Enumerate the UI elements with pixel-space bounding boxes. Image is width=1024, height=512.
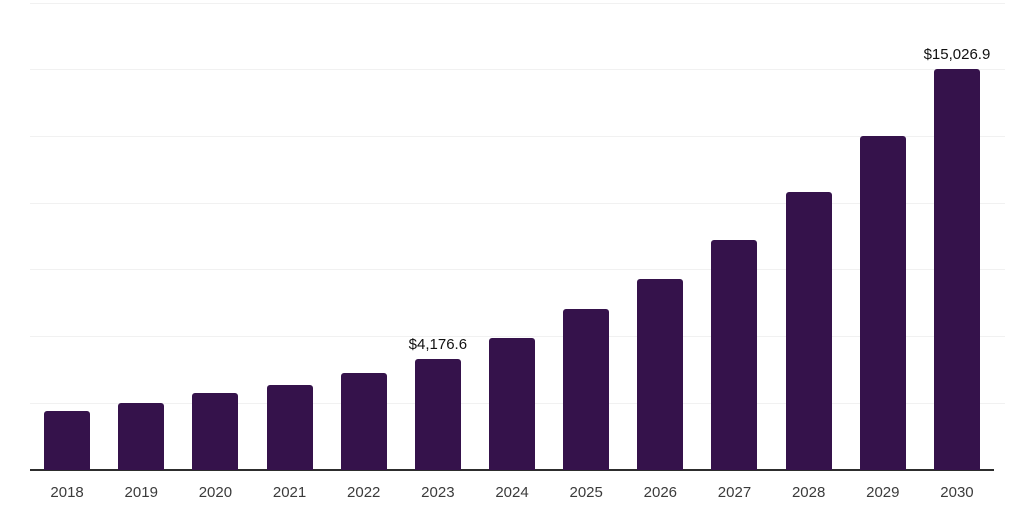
x-tick-label: 2019: [124, 484, 158, 501]
bar-column: [846, 3, 920, 470]
bar-chart: $4,176.6 $15,026.9 2018 2019 2020 2021 2022 20…: [30, 2, 1005, 512]
bar-column: [772, 3, 846, 470]
x-tick-label: 2020: [198, 484, 233, 501]
gridline: [30, 2, 1005, 4]
bar-2019: [118, 403, 165, 470]
x-tick-label: 2018: [50, 484, 84, 501]
bar-2030: [933, 69, 980, 470]
bar-column: [327, 3, 401, 470]
bar-2021: [266, 385, 313, 470]
bar-column: [475, 3, 549, 470]
gridline: [30, 269, 1005, 271]
bar-2029: [859, 135, 906, 470]
gridline: [30, 202, 1005, 204]
x-tick-label: 2021: [272, 484, 307, 501]
gridline: [30, 135, 1005, 137]
plot-area: $4,176.6 $15,026.9: [30, 2, 1005, 471]
bar-column: [623, 3, 697, 470]
x-axis-line: [30, 469, 994, 471]
x-tick-label: 2027: [717, 484, 752, 501]
bar-2025: [563, 309, 610, 470]
x-axis-labels: 2018 2019 2020 2021 2022 2023 2024 2025 2026 2027…: [30, 474, 994, 501]
gridline: [30, 336, 1005, 338]
bar-column: [697, 3, 771, 470]
bar-2024: [489, 337, 536, 470]
x-tick-label: 2024: [495, 484, 529, 501]
bar-column: [104, 3, 178, 470]
x-tick-label: 2030: [940, 484, 974, 501]
bar-column: [178, 3, 252, 470]
data-label: $4,176.6: [408, 335, 468, 353]
bar-column: $4,176.6: [401, 3, 475, 470]
bar-2020: [192, 393, 239, 470]
bars: $4,176.6 $15,026.9: [30, 3, 994, 470]
gridline: [30, 69, 1005, 71]
bar-column: $15,026.9: [920, 3, 994, 470]
x-tick-label: 2022: [347, 484, 381, 501]
bar-2028: [785, 192, 832, 470]
x-tick-label: 2029: [866, 484, 900, 501]
bar-2022: [340, 373, 387, 470]
x-tick-label: 2026: [643, 484, 678, 501]
data-label: $15,026.9: [923, 46, 991, 63]
bar-2026: [637, 279, 684, 470]
bar-column: [549, 3, 623, 470]
bar-2018: [44, 411, 91, 470]
x-tick-label: 2023: [421, 484, 455, 501]
bar-column: [252, 3, 326, 470]
x-tick-label: 2028: [791, 484, 826, 501]
x-tick-label: 2025: [569, 484, 603, 501]
bar-column: [30, 3, 104, 470]
bar-2023: [414, 358, 461, 470]
bar-2027: [711, 239, 758, 470]
